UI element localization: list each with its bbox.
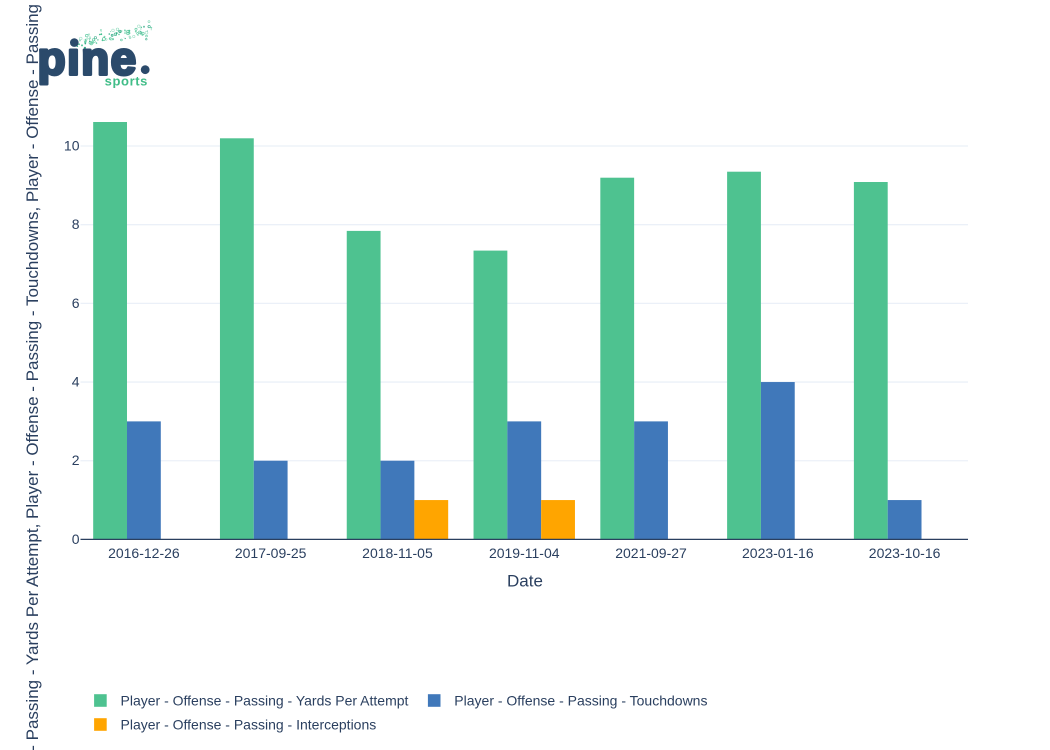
svg-text:Player - Offense - Passing - Y: Player - Offense - Passing - Yards Per A…	[23, 0, 42, 750]
svg-text:sports: sports	[105, 74, 148, 89]
svg-text:8: 8	[72, 216, 80, 232]
svg-text:Player - Offense - Passing - Y: Player - Offense - Passing - Yards Per A…	[121, 693, 409, 709]
svg-text:2: 2	[72, 452, 80, 468]
svg-text:Player - Offense - Passing - I: Player - Offense - Passing - Interceptio…	[121, 717, 377, 733]
svg-text:Date: Date	[507, 572, 543, 591]
svg-text:2018-11-05: 2018-11-05	[362, 545, 433, 561]
svg-text:2016-12-26: 2016-12-26	[108, 545, 180, 561]
svg-text:10: 10	[64, 138, 80, 154]
svg-text:2019-11-04: 2019-11-04	[489, 545, 560, 561]
svg-text:pıne: pıne	[38, 33, 138, 85]
svg-text:6: 6	[72, 295, 80, 311]
svg-text:2017-09-25: 2017-09-25	[235, 545, 307, 561]
svg-text:2023-01-16: 2023-01-16	[742, 545, 814, 561]
svg-text:2021-09-27: 2021-09-27	[615, 545, 687, 561]
svg-text:4: 4	[72, 374, 80, 390]
svg-text:Player - Offense - Passing - T: Player - Offense - Passing - Touchdowns	[454, 693, 707, 709]
svg-text:2023-10-16: 2023-10-16	[869, 545, 941, 561]
svg-text:0: 0	[72, 531, 80, 547]
